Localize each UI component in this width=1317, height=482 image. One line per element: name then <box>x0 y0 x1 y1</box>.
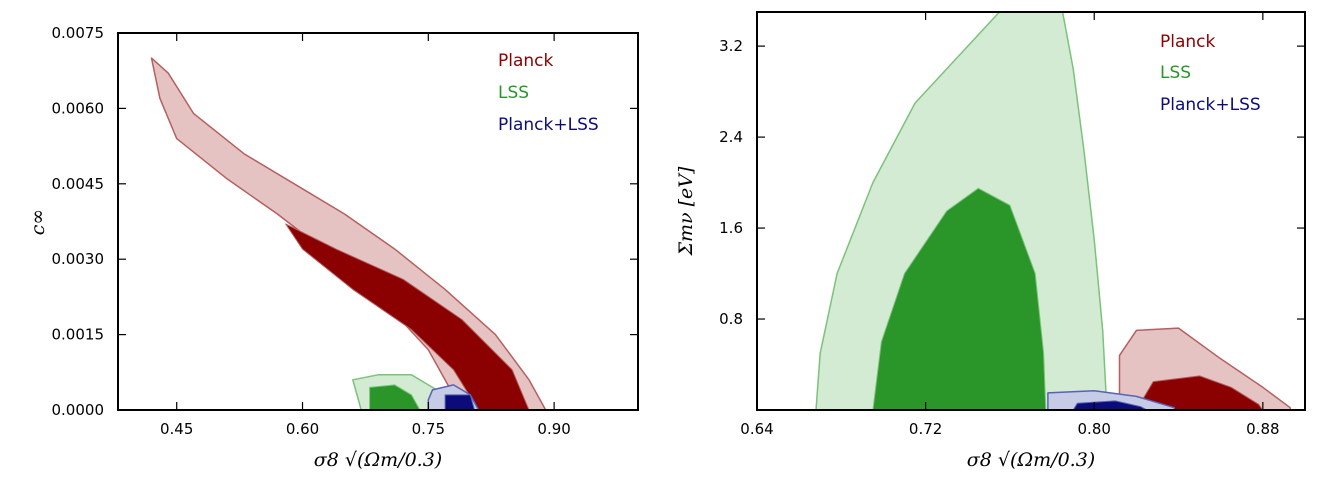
legend-combo-left: Planck+LSS <box>498 115 599 135</box>
left-panel: 0.45 0.60 0.75 0.90 0.0000 0.0015 0.0030 0.004… <box>27 24 639 471</box>
left-planck-lss-inner-contour <box>444 394 475 410</box>
right-xticks: 0.64 0.72 0.80 0.88 <box>740 12 1280 438</box>
left-ytick-label: 0.0075 <box>52 24 105 42</box>
legend-lss-right: LSS <box>1160 63 1191 83</box>
left-ylabel: c∞ <box>27 209 49 235</box>
left-ytick-label: 0.0000 <box>52 401 105 419</box>
right-xlabel: σ8 √(Ωm/0.3) <box>967 449 1095 471</box>
right-ylabel: Σmν [eV] <box>675 166 697 256</box>
right-lss-inner-contour <box>872 187 1047 410</box>
left-ytick-label: 0.0030 <box>52 250 105 268</box>
left-plot-area <box>150 57 547 410</box>
right-xtick-label: 0.80 <box>1078 420 1111 438</box>
left-xtick-label: 0.45 <box>160 420 193 438</box>
svg-text:Σmν [eV]: Σmν [eV] <box>675 166 697 256</box>
right-panel: 0.64 0.72 0.80 0.88 0.8 1.6 2.4 3.2 Planck LSS… <box>675 11 1306 471</box>
left-xtick-label: 0.90 <box>537 420 570 438</box>
right-ytick-label: 3.2 <box>719 37 743 55</box>
right-plot-area <box>815 12 1291 410</box>
left-xlabel: σ8 √(Ωm/0.3) <box>314 449 442 471</box>
right-planck-lss-inner-contour <box>1072 400 1148 410</box>
left-axes-frame <box>117 32 639 411</box>
right-xtick-label: 0.64 <box>740 420 773 438</box>
left-lss-inner-contour <box>369 384 421 410</box>
right-ytick-label: 0.8 <box>719 310 743 328</box>
left-xtick-label: 0.75 <box>412 420 445 438</box>
right-contours <box>815 12 1291 410</box>
right-legend: Planck LSS Planck+LSS <box>1160 32 1261 115</box>
right-axes-frame <box>756 11 1306 411</box>
left-ytick-label: 0.0015 <box>52 326 105 344</box>
legend-planck-right: Planck <box>1160 32 1216 52</box>
left-ytick-label: 0.0060 <box>52 99 105 117</box>
left-yticks: 0.0000 0.0015 0.0030 0.0045 0.0060 0.0075 <box>52 24 638 419</box>
left-contours <box>150 57 547 410</box>
right-xtick-label: 0.88 <box>1246 420 1279 438</box>
left-planck-inner-contour <box>285 223 530 410</box>
right-ytick-label: 2.4 <box>719 128 743 146</box>
left-xtick-label: 0.60 <box>286 420 319 438</box>
left-ytick-label: 0.0045 <box>52 175 105 193</box>
legend-combo-right: Planck+LSS <box>1160 95 1261 115</box>
legend-lss-left: LSS <box>498 83 529 103</box>
legend-planck-left: Planck <box>498 51 554 71</box>
right-yticks: 0.8 1.6 2.4 3.2 <box>719 37 1305 328</box>
right-ytick-label: 1.6 <box>719 219 743 237</box>
left-legend: Planck LSS Planck+LSS <box>498 51 599 135</box>
right-planck-inner-contour <box>1135 375 1264 410</box>
left-xticks: 0.45 0.60 0.75 0.90 <box>160 33 571 438</box>
right-xtick-label: 0.72 <box>909 420 942 438</box>
svg-text:c∞: c∞ <box>27 209 49 235</box>
